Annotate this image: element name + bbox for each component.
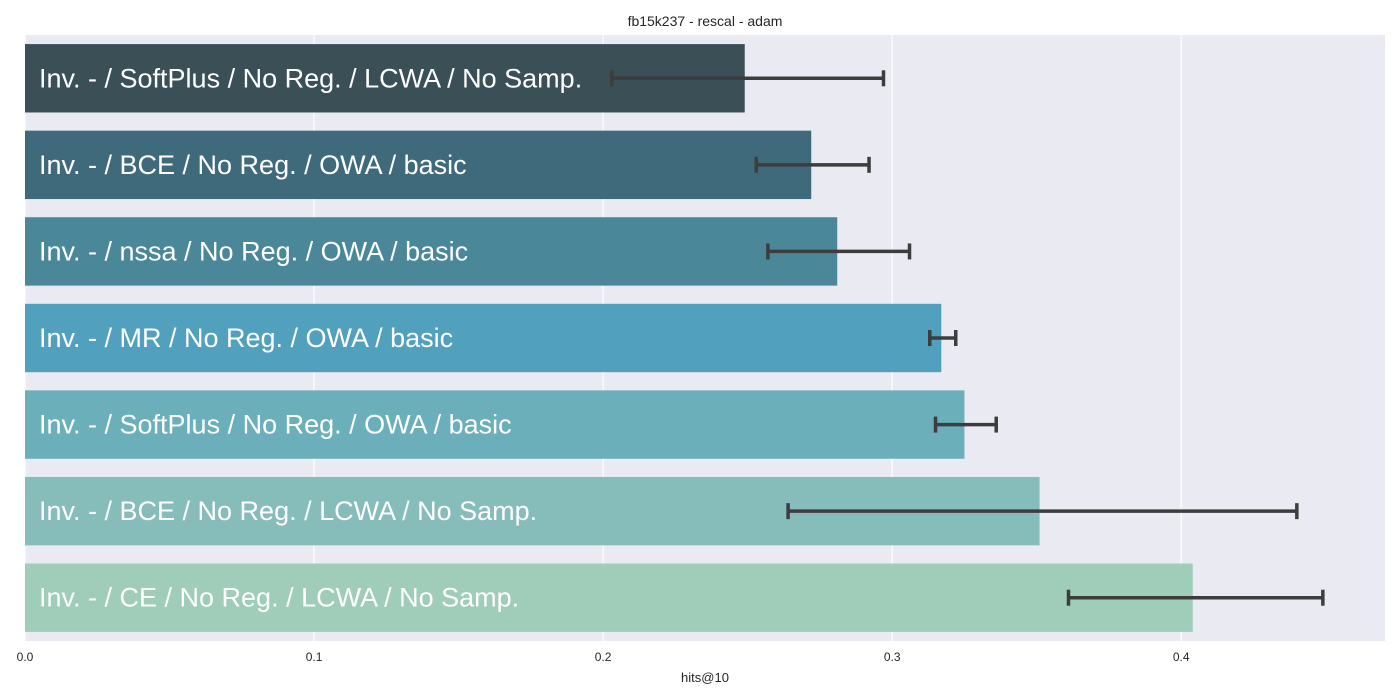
error-bar	[754, 156, 871, 173]
x-tick-label: 0.2	[595, 650, 612, 664]
x-axis-ticks: 0.0 0.1 0.2 0.3 0.4	[17, 650, 1190, 664]
bar-label: Inv. - / CE / No Reg. / LCWA / No Samp.	[39, 583, 519, 613]
x-tick-label: 0.0	[17, 650, 34, 664]
x-axis-label: hits@10	[681, 670, 729, 685]
bar-label: Inv. - / SoftPlus / No Reg. / OWA / basi…	[39, 410, 512, 440]
bar	[25, 130, 812, 200]
bar	[25, 217, 838, 286]
error-bars	[610, 70, 1325, 606]
error-bar	[1066, 589, 1325, 606]
error-bar	[766, 243, 912, 260]
error-bar	[786, 503, 1299, 520]
bar-label: Inv. - / SoftPlus / No Reg. / LCWA / No …	[39, 63, 582, 93]
bar	[25, 563, 1193, 632]
x-tick-label: 0.1	[306, 650, 323, 664]
error-bar	[927, 330, 958, 346]
bar-label: Inv. - / MR / No Reg. / OWA / basic	[39, 323, 453, 353]
x-tick-label: 0.4	[1173, 650, 1190, 664]
error-bar	[933, 416, 998, 433]
error-bar	[610, 70, 886, 87]
chart-title: fb15k237 - rescal - adam	[628, 13, 783, 29]
x-tick-label: 0.3	[884, 650, 901, 664]
bar	[25, 390, 965, 459]
bar-labels: Inv. - / SoftPlus / No Reg. / LCWA / No …	[39, 63, 582, 612]
bar	[25, 303, 942, 373]
bar-label: Inv. - / BCE / No Reg. / LCWA / No Samp.	[39, 496, 537, 526]
bar-label: Inv. - / nssa / No Reg. / OWA / basic	[39, 236, 468, 266]
bars	[25, 44, 1193, 632]
bar-label: Inv. - / BCE / No Reg. / OWA / basic	[39, 150, 467, 180]
